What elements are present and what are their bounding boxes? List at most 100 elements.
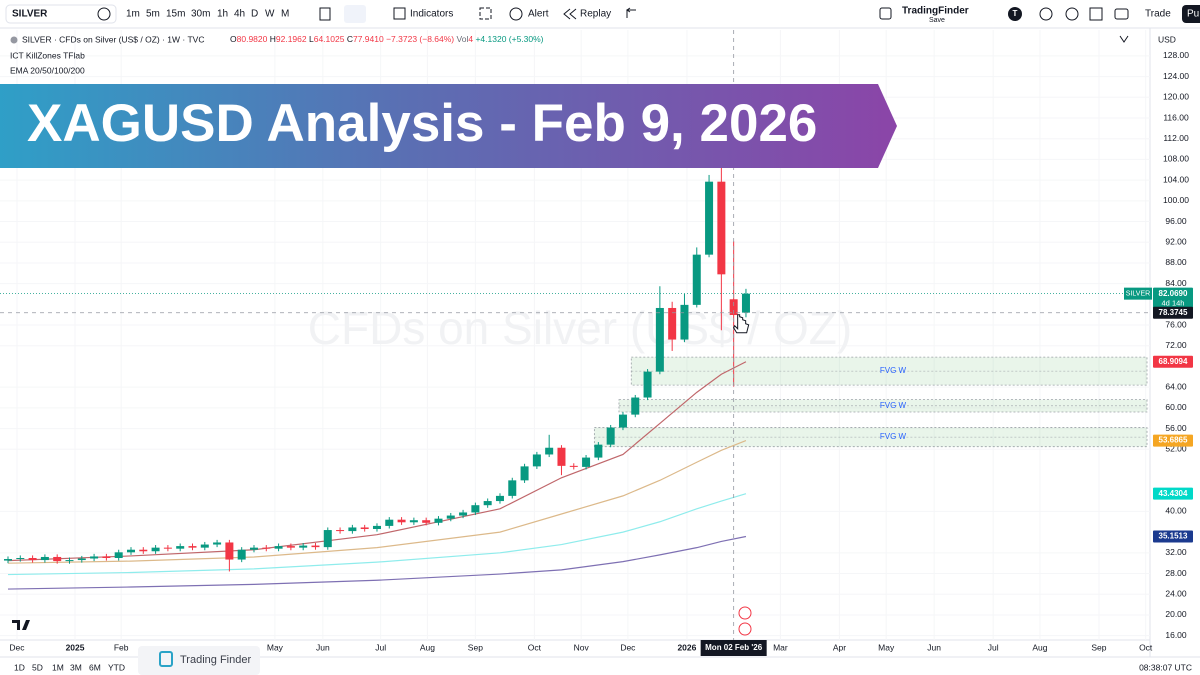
brand-box — [138, 646, 260, 675]
trade-button[interactable]: Trade — [1145, 9, 1171, 20]
candle-body — [459, 512, 468, 516]
interval-button[interactable]: M — [281, 9, 289, 20]
price-label-bg — [1153, 530, 1193, 543]
candle-body — [422, 520, 431, 523]
range-button[interactable]: 1M — [52, 662, 64, 672]
candle-body — [446, 515, 455, 519]
y-tick-label: 128.00 — [1163, 50, 1189, 60]
candle-body — [114, 552, 123, 558]
alert-button[interactable]: Alert — [528, 9, 549, 20]
candle-body — [360, 527, 369, 530]
x-tick-label: Dec — [620, 642, 636, 652]
candle-body — [348, 527, 357, 532]
ohlc-key: L — [309, 34, 314, 44]
interval-button[interactable]: 4h — [234, 9, 245, 20]
candles-button[interactable] — [344, 5, 366, 23]
symbol[interactable]: SILVER — [12, 9, 48, 20]
x-tick-label: Jul — [375, 642, 386, 652]
toolbar-bg — [0, 0, 1200, 28]
candle-body — [582, 457, 591, 467]
y-tick-label: 32.00 — [1165, 547, 1187, 557]
publish-bg[interactable] — [1182, 5, 1200, 23]
candle-body — [188, 546, 197, 548]
candle-body — [323, 530, 332, 548]
replay-button[interactable]: Replay — [580, 9, 611, 20]
interval-button[interactable]: 1m — [126, 9, 140, 20]
fvg-label: FVG W — [880, 401, 907, 410]
bottom-toolbar: 1D 5D 1M 3M 6M YTD Trading Finder 08:38:07 UT… — [0, 646, 1200, 675]
x-tick-label: May — [267, 642, 284, 652]
x-tick-label: May — [878, 642, 895, 652]
candle-body — [176, 546, 185, 549]
y-tick-label: 40.00 — [1165, 506, 1187, 516]
interval-button[interactable]: D — [251, 9, 258, 20]
compare-button[interactable] — [97, 7, 111, 21]
range-button[interactable]: YTD — [108, 662, 125, 672]
change: −7.3723 (−8.64%) — [386, 34, 454, 44]
interval-button[interactable]: 30m — [191, 9, 210, 20]
x-tick-label: Jun — [316, 642, 330, 652]
y-tick-label: 100.00 — [1163, 195, 1189, 205]
candle-body — [569, 465, 578, 467]
x-tick-label: Oct — [1139, 642, 1153, 652]
search-button[interactable] — [1039, 7, 1053, 21]
interval-button[interactable]: W — [265, 9, 275, 20]
indicator-name: ICT KillZones TFlab — [10, 50, 85, 60]
symbol-search[interactable] — [5, 4, 117, 24]
chart-type-button[interactable] — [319, 7, 331, 21]
indicators-button[interactable]: Indicators — [410, 9, 453, 20]
event-icon[interactable] — [738, 606, 752, 620]
legend: SILVER · CFDs on Silver (US$ / OZ) · 1W … — [10, 34, 1176, 75]
range-button[interactable]: 3M — [70, 662, 82, 672]
publish-button[interactable]: Pu — [1187, 9, 1199, 20]
candle-body — [77, 558, 86, 561]
candle-body — [618, 414, 627, 428]
interval-button[interactable]: 1h — [217, 9, 228, 20]
interval-button[interactable]: 5m — [146, 9, 160, 20]
layout-name[interactable]: TradingFinder — [902, 6, 969, 17]
candle-body — [680, 304, 689, 340]
candle-body — [594, 444, 603, 458]
snapshot-button[interactable] — [1114, 8, 1129, 20]
y-tick-label: 88.00 — [1165, 257, 1187, 267]
crosshair-time: Mon 02 Feb '26 — [705, 643, 763, 652]
currency[interactable]: USD — [1158, 34, 1176, 44]
price-label: 35.1513 — [1159, 532, 1188, 541]
price-label: 43.4304 — [1159, 489, 1188, 498]
candle-body — [53, 556, 62, 562]
vol: 4 — [468, 34, 473, 44]
undo-button[interactable] — [626, 7, 636, 18]
range-button[interactable]: 5D — [32, 662, 43, 672]
symbol-tag: SILVER — [1126, 290, 1150, 297]
fvg-label: FVG W — [880, 432, 907, 441]
y-tick-label: 124.00 — [1163, 71, 1189, 81]
settings-button[interactable] — [1065, 7, 1079, 21]
layout-icon — [879, 7, 892, 20]
price-label-countdown: 4d 14h — [1162, 299, 1185, 308]
layout-status: Save — [929, 17, 945, 24]
fullscreen-button[interactable] — [1089, 7, 1103, 21]
event-flag-icon[interactable] — [738, 622, 752, 636]
candle-body — [200, 544, 209, 548]
candle-body — [28, 558, 37, 561]
candle-body — [262, 547, 271, 549]
templates-button[interactable] — [479, 7, 492, 20]
range-button[interactable]: 6M — [89, 662, 101, 672]
avatar-letter[interactable]: T — [1013, 9, 1018, 18]
candle-body — [40, 556, 49, 561]
cursor — [733, 314, 750, 334]
x-tick-label: Feb — [114, 642, 129, 652]
range-group: 1D 5D 1M 3M 6M YTD — [14, 662, 125, 672]
candle-body — [508, 480, 517, 496]
avatar[interactable] — [1008, 7, 1022, 21]
candle-body — [311, 545, 320, 548]
range-button[interactable]: 1D — [14, 662, 25, 672]
alert-icon — [509, 7, 523, 21]
interval-button[interactable]: 15m — [166, 9, 185, 20]
x-tick-label: Aug — [420, 642, 435, 652]
price-label: 82.0690 — [1159, 289, 1188, 298]
candle-body — [225, 542, 234, 560]
candle-body — [90, 556, 99, 559]
interval-group: 1m 5m 15m 30m 1h 4h D W M — [126, 9, 289, 20]
